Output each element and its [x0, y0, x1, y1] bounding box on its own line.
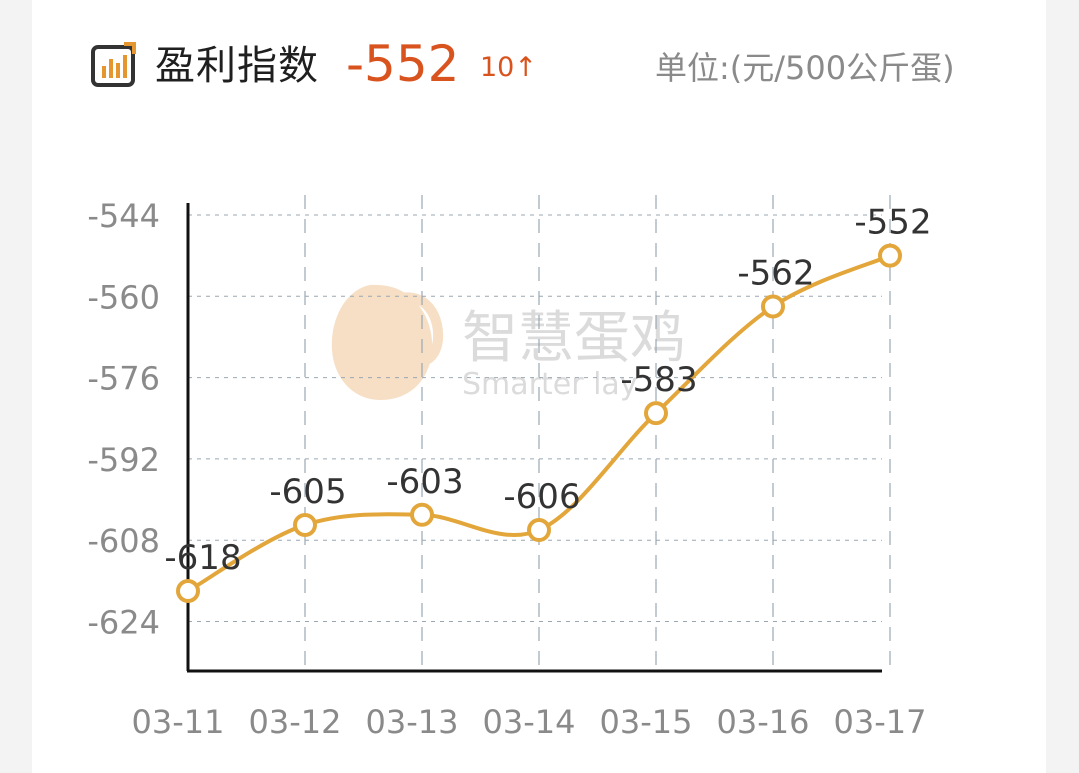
data-point [293, 512, 317, 537]
series [176, 243, 902, 604]
x-tick-label: 03-13 [366, 703, 459, 741]
change-indicator: 10↑ [480, 52, 537, 83]
data-label: -618 [164, 538, 241, 578]
data-point [176, 579, 200, 604]
x-tick-label: 03-11 [132, 703, 225, 741]
x-tick-label: 03-12 [249, 703, 342, 741]
y-tick-label: -560 [87, 278, 160, 316]
chart-title: 盈利指数 [155, 43, 319, 89]
y-tick-label: -544 [87, 197, 160, 235]
data-label: -606 [503, 477, 580, 517]
index-value: -552 [346, 35, 460, 93]
y-tick-label: -624 [87, 604, 160, 642]
data-label: -562 [737, 253, 814, 293]
y-tick-label: -576 [87, 360, 160, 398]
data-label: -583 [620, 360, 697, 400]
chart-header: 盈利指数 -552 10↑ 单位:(元/500公斤蛋) [0, 0, 1079, 120]
data-label: -605 [269, 472, 346, 512]
chart-card [32, 0, 1046, 773]
data-label: -603 [386, 462, 463, 502]
data-label: -552 [854, 203, 931, 243]
y-tick-label: -608 [87, 522, 160, 560]
x-tick-label: 03-15 [600, 703, 693, 741]
watermark-subtext: Smarter lay [462, 367, 638, 402]
watermark: 智慧蛋鸡 Smarter lay [331, 284, 686, 402]
watermark-text: 智慧蛋鸡 [462, 306, 686, 371]
data-point [527, 518, 551, 543]
x-tick-label: 03-17 [834, 703, 927, 741]
x-tick-label: 03-14 [483, 703, 576, 741]
axes: -544 -560 -576 -592 -608 -624 03-11 03-12 03-13 0… [87, 197, 926, 741]
data-point [644, 401, 668, 426]
unit-label: 单位:(元/500公斤蛋) [655, 49, 955, 87]
egg-logo-icon [331, 284, 433, 400]
grid [188, 195, 891, 671]
y-tick-label: -592 [87, 441, 160, 479]
data-point [878, 243, 902, 268]
data-point [410, 502, 434, 527]
x-tick-label: 03-16 [717, 703, 810, 741]
data-point [761, 294, 785, 319]
data-labels: -618 -605 -603 -606 -583 -562 -552 [164, 203, 931, 578]
bar-chart-icon [91, 42, 136, 87]
